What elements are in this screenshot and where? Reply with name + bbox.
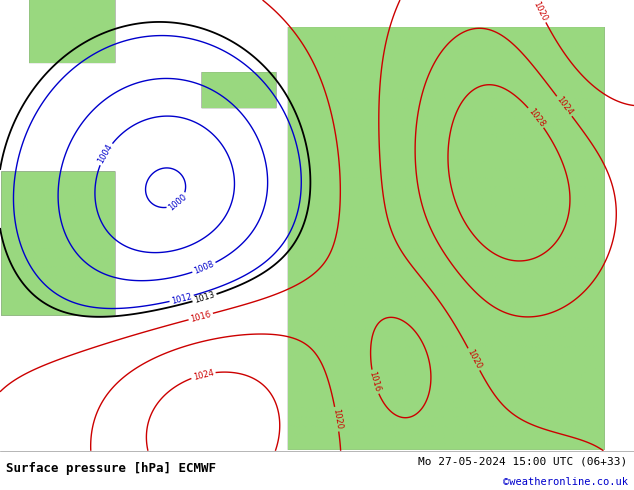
Text: 1004: 1004: [96, 143, 115, 165]
Text: 1024: 1024: [554, 95, 574, 117]
Text: 1008: 1008: [193, 260, 216, 276]
Text: 1020: 1020: [465, 348, 483, 371]
Text: 1012: 1012: [171, 292, 193, 305]
Text: 1016: 1016: [368, 370, 382, 393]
Text: ©weatheronline.co.uk: ©weatheronline.co.uk: [503, 477, 628, 487]
Text: Surface pressure [hPa] ECMWF: Surface pressure [hPa] ECMWF: [6, 462, 216, 475]
Text: Mo 27-05-2024 15:00 UTC (06+33): Mo 27-05-2024 15:00 UTC (06+33): [418, 457, 628, 467]
Text: 1016: 1016: [190, 310, 212, 323]
Text: 1020: 1020: [531, 0, 549, 23]
Text: 1020: 1020: [331, 408, 343, 430]
Text: 1028: 1028: [526, 106, 547, 129]
Text: 1024: 1024: [192, 368, 214, 382]
Text: 1000: 1000: [167, 193, 189, 213]
Text: 1013: 1013: [193, 291, 216, 305]
